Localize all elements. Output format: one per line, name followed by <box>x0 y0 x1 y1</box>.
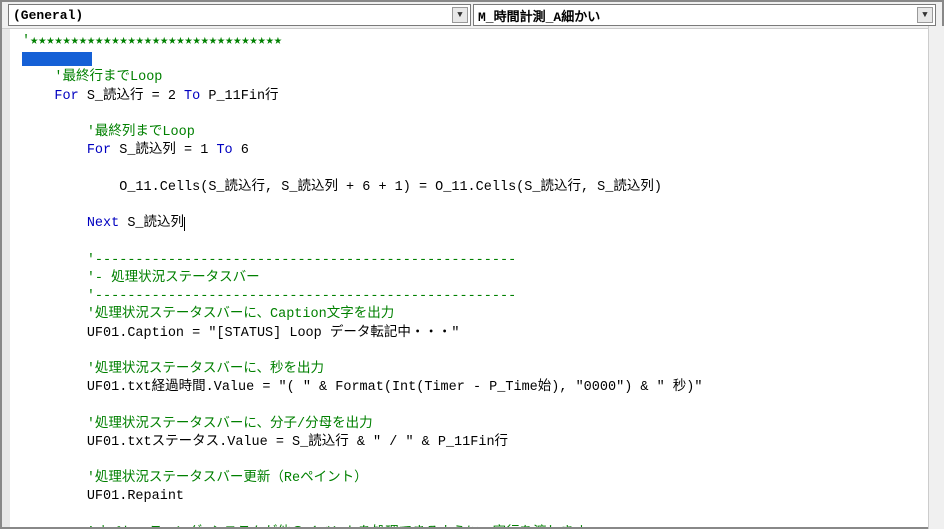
code-text: UF01.txt経過時間.Value = "( " & Format(Int(T… <box>87 380 703 395</box>
code-comment: '- 処理状況ステータスバー <box>87 271 260 286</box>
code-text: S_読込列 = 1 <box>119 143 216 158</box>
code-keyword: For <box>87 143 119 158</box>
code-text: S_読込行 = 2 <box>87 89 184 104</box>
vertical-scrollbar[interactable] <box>928 26 944 529</box>
code-keyword: For <box>54 89 86 104</box>
code-comment: '---------------------------------------… <box>87 253 516 268</box>
code-comment: '処理状況ステータスバーに、Caption文字を出力 <box>87 307 394 322</box>
object-dropdown[interactable]: (General) ▼ <box>8 4 471 26</box>
chevron-down-icon[interactable]: ▼ <box>452 7 468 23</box>
code-text: UF01.Repaint <box>87 489 184 504</box>
procedure-dropdown-label: M_時間計測_A細かい <box>478 6 600 25</box>
code-keyword: To <box>216 143 240 158</box>
object-dropdown-label: (General) <box>13 8 83 23</box>
code-comment: '最終行までLoop <box>54 70 162 85</box>
code-comment: '★★★★★★★★★★★★★★★★★★★★★★★★★★★★★★★ <box>22 34 282 49</box>
code-comment: '処理状況ステータスバーに、分子/分母を出力 <box>87 417 373 432</box>
code-text: UF01.Caption = "[STATUS] Loop データ転記中・・・" <box>87 326 460 341</box>
code-text: P_11Fin行 <box>208 89 278 104</box>
code-comment: '最終列までLoop <box>87 125 195 140</box>
code-keyword: To <box>184 89 208 104</box>
code-comment: 'オペレーティング システムが他のイベントを処理できるように、実行を渡します。 <box>87 526 599 527</box>
code-text: O_11.Cells(S_読込行, S_読込列 + 6 + 1) = O_11.… <box>119 180 662 195</box>
code-comment: '処理状況ステータスバーに、秒を出力 <box>87 362 324 377</box>
code-text: 6 <box>241 143 249 158</box>
text-selection <box>22 52 92 66</box>
dropdown-bar: (General) ▼ M_時間計測_A細かい ▼ <box>2 2 942 29</box>
code-text: UF01.txtステータス.Value = S_読込行 & " / " & P_… <box>87 435 508 450</box>
code-comment: '処理状況ステータスバー更新（Reペイント） <box>87 471 368 486</box>
code-text: S_読込列 <box>127 216 184 231</box>
code-comment: '---------------------------------------… <box>87 289 516 304</box>
code-editor[interactable]: '★★★★★★★★★★★★★★★★★★★★★★★★★★★★★★★ '最終行までL… <box>2 29 942 527</box>
code-keyword: Next <box>87 216 128 231</box>
vbe-code-window: (General) ▼ M_時間計測_A細かい ▼ '★★★★★★★★★★★★★… <box>0 0 944 529</box>
procedure-dropdown[interactable]: M_時間計測_A細かい ▼ <box>473 4 936 26</box>
chevron-down-icon[interactable]: ▼ <box>917 7 933 23</box>
text-cursor <box>184 217 185 231</box>
